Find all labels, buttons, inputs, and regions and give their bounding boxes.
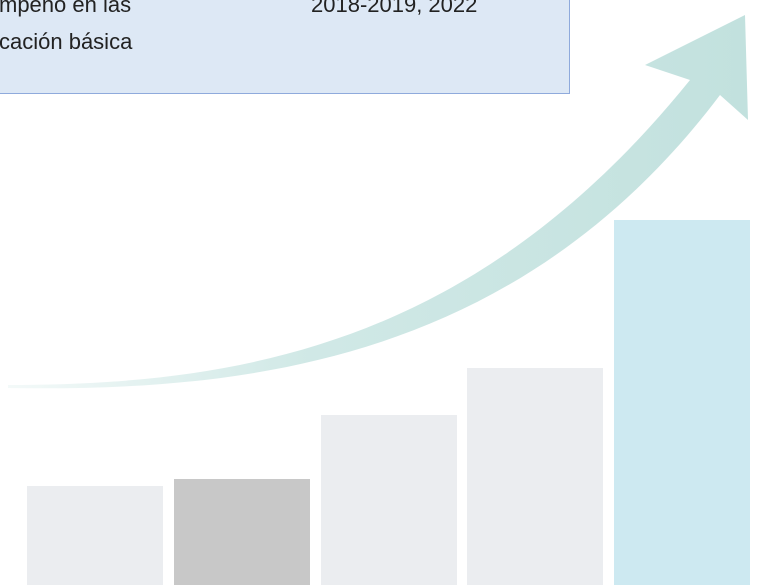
table-cell: mpeño en las cación básica	[0, 0, 274, 94]
cell-text: 2018-2019, 2022	[311, 0, 477, 18]
bar	[174, 479, 310, 585]
cell-text: mpeño en las	[0, 0, 131, 18]
bar	[614, 220, 750, 585]
bar	[321, 415, 457, 585]
page: mpeño en las cación básica 2018-2019, 20…	[0, 0, 763, 585]
cell-text: cación básica	[0, 29, 132, 55]
table-cell: 2018-2019, 2022	[273, 0, 570, 94]
bar	[467, 368, 603, 585]
bar	[27, 486, 163, 585]
